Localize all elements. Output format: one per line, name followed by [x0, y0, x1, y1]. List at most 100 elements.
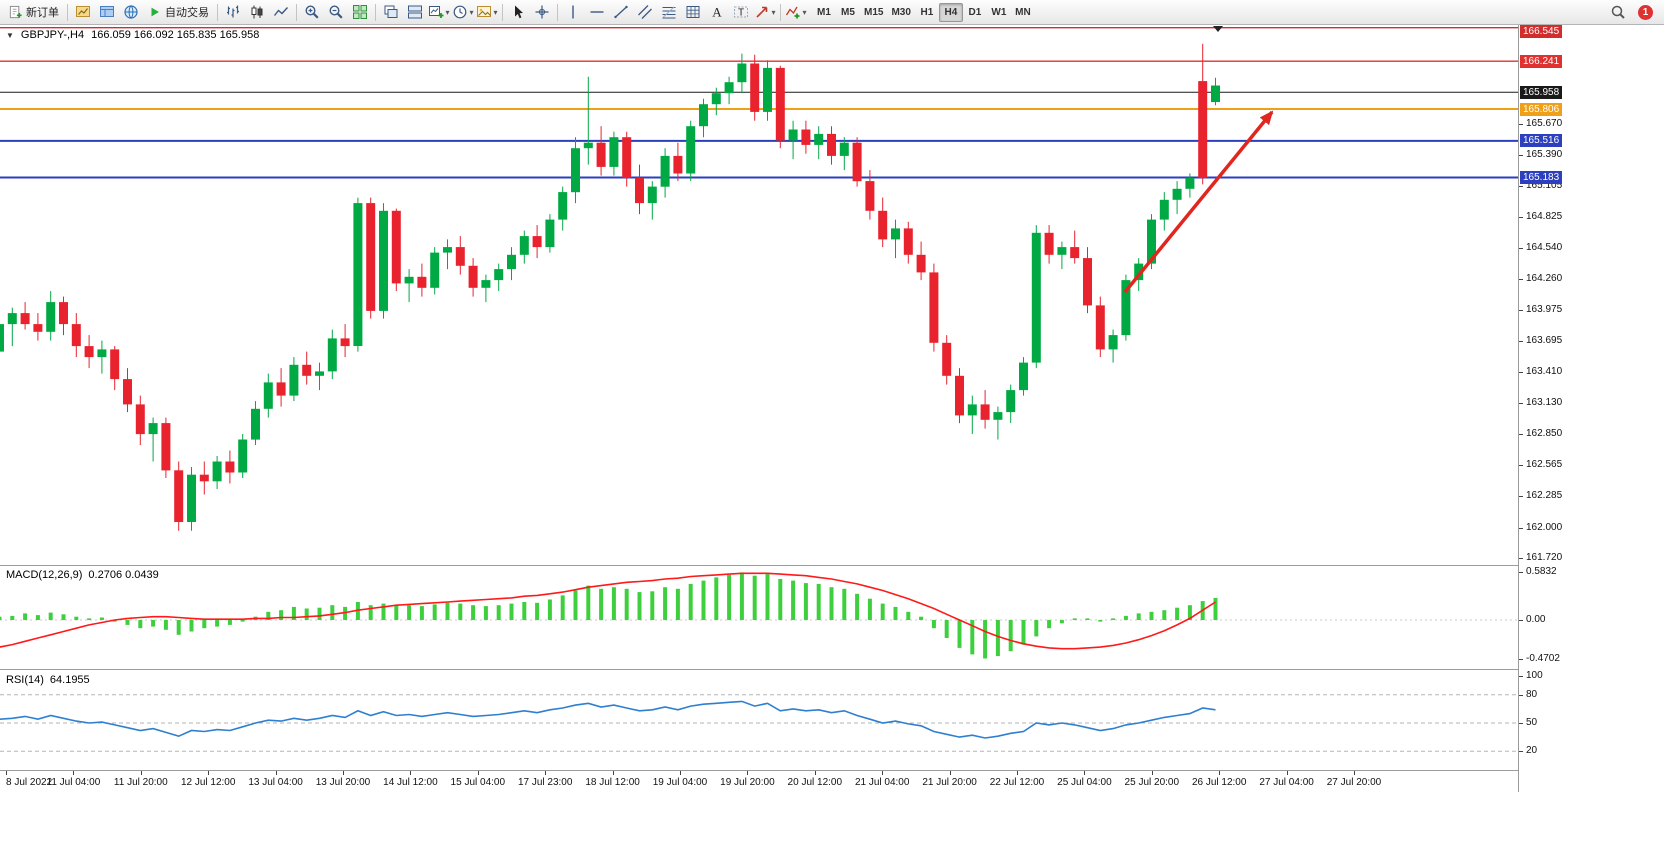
market-watch-button[interactable]: [71, 2, 95, 23]
candle-body: [161, 423, 171, 471]
price-line-badge[interactable]: 165.806: [1520, 102, 1563, 116]
price-tick-label: 165.105: [1526, 180, 1563, 192]
panel-separator[interactable]: [0, 669, 1664, 670]
time-tick: [1151, 771, 1153, 775]
search-button[interactable]: [1606, 2, 1630, 23]
panel-separator[interactable]: [0, 565, 1664, 566]
timeframe-h1[interactable]: H1: [915, 3, 939, 22]
macd-histogram-bar: [842, 588, 847, 620]
price-line-badge[interactable]: 166.545: [1520, 25, 1563, 38]
new-chart-button[interactable]: ▾: [427, 2, 451, 23]
price-axis[interactable]: 165.670 165.390 165.105 164.825 164.540 164.2…: [1518, 25, 1664, 792]
macd-histogram-bar: [560, 595, 565, 620]
macd-histogram-bar: [317, 607, 322, 620]
data-window-button[interactable]: [95, 2, 119, 23]
candle-body: [110, 349, 120, 380]
cursor-tool-button[interactable]: [506, 2, 530, 23]
macd-histogram-bar: [23, 613, 28, 620]
price-tick-label: 163.695: [1526, 335, 1563, 347]
candle-body: [814, 133, 824, 145]
candle-body: [1019, 362, 1028, 391]
line-chart-icon: [273, 7, 289, 16]
axis-tick-dash: [1519, 658, 1523, 660]
toolbar-separator: [502, 3, 503, 21]
tile-horizontal-button[interactable]: [403, 2, 427, 23]
indicators-button[interactable]: ▾: [784, 2, 808, 23]
price-line-badge[interactable]: 165.516: [1520, 134, 1563, 148]
zoom-out-button[interactable]: [324, 2, 348, 23]
timeframe-m30[interactable]: M30: [887, 3, 914, 22]
macd-histogram-bar: [291, 606, 296, 620]
candle-body: [1134, 263, 1144, 281]
zoom-in-button[interactable]: [300, 2, 324, 23]
grid-icon: [686, 6, 700, 18]
macd-histogram-bar: [381, 603, 386, 620]
macd-histogram-bar: [650, 591, 655, 620]
macd-histogram-bar: [983, 620, 988, 659]
vertical-line-tool-button[interactable]: [561, 2, 585, 23]
search-icon: [1611, 5, 1625, 19]
candle-body: [955, 375, 964, 416]
period-button[interactable]: ▾: [451, 2, 475, 23]
trendline-icon: [614, 5, 628, 19]
timeframe-h4[interactable]: H4: [938, 2, 963, 22]
macd-histogram-bar: [10, 615, 15, 620]
horizontal-line-tool-button[interactable]: [585, 2, 609, 23]
bar-chart-mode-button[interactable]: [221, 2, 245, 23]
tile-windows-button[interactable]: [348, 2, 372, 23]
macd-histogram-bar: [432, 604, 437, 620]
cascade-windows-button[interactable]: [379, 2, 403, 23]
candle-body: [775, 67, 785, 141]
macd-histogram-bar: [803, 583, 808, 620]
price-line-badge[interactable]: 165.958: [1520, 85, 1563, 99]
timeframe-m1[interactable]: M1: [812, 3, 836, 22]
macd-histogram-bar: [445, 602, 450, 620]
cascade-windows-icon: [384, 5, 398, 18]
candle-body: [609, 137, 619, 167]
time-axis[interactable]: 8 Jul 2022 11 Jul 04:00 11 Jul 20:00 12 Jul…: [0, 770, 1518, 792]
macd-axis-label: 0.00: [1526, 614, 1546, 625]
trendline-tool-button[interactable]: [609, 2, 633, 23]
macd-panel[interactable]: [0, 566, 1518, 669]
timeframe-m5[interactable]: M5: [836, 3, 860, 22]
timeframe-m15[interactable]: M15: [860, 3, 887, 22]
macd-histogram-bar: [919, 616, 924, 620]
macd-histogram-bar: [675, 588, 680, 620]
channel-tool-button[interactable]: [633, 2, 657, 23]
timeframe-mn[interactable]: MN: [1011, 3, 1035, 22]
new-chart-icon: [429, 6, 444, 18]
text-tool-button[interactable]: A: [705, 2, 729, 23]
candle-body: [635, 177, 644, 204]
toolbar-separator: [375, 3, 376, 21]
auto-trading-button[interactable]: 自动交易: [143, 2, 214, 23]
crosshair-tool-button[interactable]: [530, 2, 554, 23]
grid-tool-button[interactable]: [681, 2, 705, 23]
rsi-panel[interactable]: [0, 670, 1518, 770]
macd-histogram-bar: [970, 620, 975, 655]
templates-button[interactable]: ▾: [475, 2, 499, 23]
ohlc-bars-icon: [227, 5, 239, 18]
macd-histogram-bar: [471, 605, 476, 620]
new-order-button[interactable]: 新订单: [3, 2, 64, 23]
notification-badge[interactable]: 1: [1638, 4, 1653, 20]
navigator-button[interactable]: [119, 2, 143, 23]
rsi-value: 64.1955: [49, 674, 90, 686]
candlestick-mode-button[interactable]: [245, 2, 269, 23]
macd-histogram-bar: [547, 599, 552, 620]
price-line-badge[interactable]: 165.183: [1520, 171, 1563, 184]
timeframe-w1[interactable]: W1: [987, 3, 1011, 22]
label-tool-button[interactable]: T: [729, 2, 753, 23]
fibonacci-tool-button[interactable]: [657, 2, 681, 23]
price-line-badge[interactable]: 166.241: [1520, 54, 1563, 68]
price-chart[interactable]: [0, 25, 1518, 566]
timeframe-d1[interactable]: D1: [963, 3, 987, 22]
arrow-tool-button[interactable]: ▾: [753, 2, 777, 23]
axis-tick-dash: [1519, 154, 1523, 156]
line-chart-mode-button[interactable]: [269, 2, 293, 23]
price-tick-label: 162.850: [1526, 428, 1563, 440]
macd-label: MACD(12,26,9) 0.2706 0.0439: [6, 569, 159, 581]
candle-body: [699, 104, 708, 127]
collapse-icon[interactable]: ▼: [6, 30, 14, 40]
trend-arrow-annotation[interactable]: [1123, 110, 1274, 294]
